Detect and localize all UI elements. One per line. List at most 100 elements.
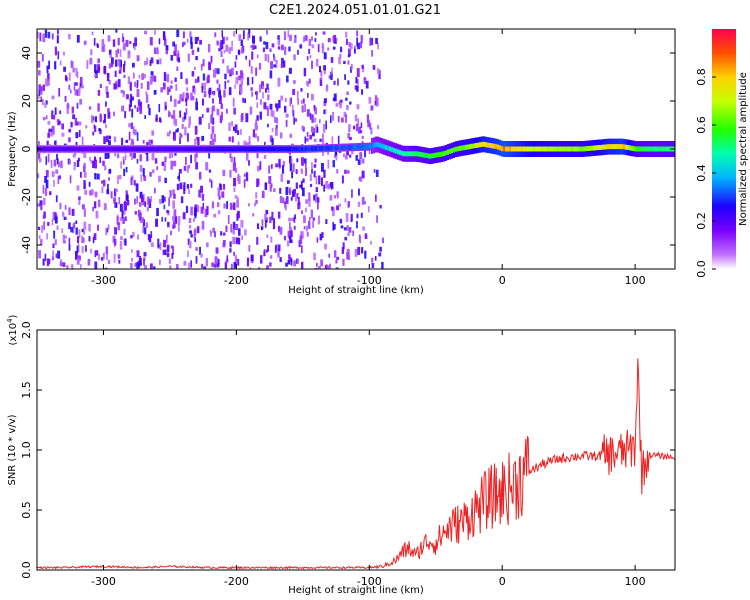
signal-core — [165, 146, 167, 152]
spectrogram-speckle — [269, 103, 273, 110]
spectrogram-speckle — [62, 211, 65, 217]
spectrogram-speckle — [314, 38, 317, 42]
spectrogram-speckle — [258, 63, 262, 70]
spectrogram-speckle — [78, 198, 81, 205]
spectrogram-speckle — [62, 234, 65, 243]
spectrogram-speckle — [213, 69, 216, 78]
spectrogram-speckle — [262, 92, 264, 99]
spectrogram-speckle — [136, 250, 140, 258]
spectrogram-speckle — [370, 241, 372, 245]
spectrogram-speckle — [101, 257, 104, 261]
spectrogram-speckle — [107, 152, 110, 158]
spectrogram-speckle — [357, 246, 361, 255]
spectrogram-speckle — [136, 196, 139, 204]
signal-core — [581, 146, 583, 152]
signal-core — [415, 151, 417, 157]
spectrogram-speckle — [95, 250, 99, 256]
spectrogram-speckle — [83, 150, 87, 158]
signal-core — [325, 145, 327, 151]
signal-core — [245, 146, 247, 152]
spectrogram-speckle — [317, 44, 320, 53]
spectrogram-speckle — [229, 248, 232, 253]
spectrogram-speckle — [113, 111, 115, 117]
spectrogram-speckle — [166, 86, 169, 95]
signal-core — [491, 143, 493, 149]
spectrogram-speckle — [158, 38, 161, 45]
spectrogram-speckle — [367, 119, 370, 128]
spectrogram-speckle — [277, 248, 280, 258]
signal-core — [429, 153, 431, 159]
spectrogram-speckle — [207, 74, 210, 83]
spectrogram-speckle — [247, 77, 250, 86]
spectrogram-speckle — [313, 252, 316, 261]
spectrogram-speckle — [134, 105, 136, 109]
signal-core — [119, 146, 121, 152]
signal-core — [105, 146, 107, 152]
spectrogram-speckle — [153, 266, 156, 269]
spectrogram-speckle — [108, 63, 112, 69]
spectrogram-speckle — [229, 241, 232, 248]
signal-core — [475, 143, 477, 148]
spectrogram-speckle — [195, 101, 198, 111]
spectrogram-speckle — [291, 217, 294, 222]
signal-core — [101, 146, 103, 152]
spectrogram-speckle — [196, 205, 200, 213]
spectrogram-speckle — [136, 89, 140, 98]
spectrogram-speckle — [217, 202, 220, 207]
signal-core — [229, 146, 231, 152]
spectrogram-speckle — [348, 124, 351, 132]
spectrogram-speckle — [288, 46, 291, 52]
signal-core — [301, 146, 303, 152]
spectrogram-speckle — [103, 136, 106, 144]
spectrogram-speckle — [108, 168, 112, 174]
spectrogram-speckle — [45, 115, 48, 119]
spectrogram-speckle — [144, 201, 147, 207]
spectrogram-speckle — [47, 132, 50, 138]
spectrogram-speckle — [166, 74, 170, 83]
signal-core — [343, 145, 345, 150]
spectrogram-x-tick-label: -300 — [91, 274, 116, 287]
signal-core — [87, 146, 89, 152]
spectrogram-speckle — [269, 70, 273, 79]
spectrogram-speckle — [136, 159, 139, 164]
spectrogram-speckle — [77, 236, 80, 244]
spectrogram-speckle — [176, 66, 179, 71]
spectrogram-speckle — [128, 131, 131, 141]
spectrogram-speckle — [305, 199, 309, 204]
snr-y-tick-label: 0.0 — [20, 561, 33, 579]
spectrogram-speckle — [257, 136, 259, 142]
signal-core — [223, 146, 225, 152]
spectrogram-speckle — [311, 93, 314, 101]
spectrogram-speckle — [351, 189, 353, 198]
signal-core — [175, 146, 177, 152]
spectrogram-speckle — [263, 154, 267, 159]
spectrogram-speckle — [288, 217, 291, 222]
signal-core — [251, 146, 253, 152]
spectrogram-speckle — [244, 229, 247, 236]
spectrogram-speckle — [81, 228, 84, 233]
spectrogram-speckle — [265, 106, 269, 110]
spectrogram-speckle — [339, 99, 343, 103]
spectrogram-speckle — [92, 207, 94, 212]
signal-core — [667, 146, 669, 152]
signal-core — [361, 144, 363, 150]
spectrogram-speckle — [185, 99, 188, 107]
spectrogram-speckle — [208, 169, 212, 173]
signal-core — [369, 144, 371, 150]
spectrogram-speckle — [223, 232, 226, 236]
signal-core — [585, 146, 587, 152]
spectrogram-speckle — [165, 105, 167, 109]
spectrogram-speckle — [133, 198, 137, 205]
spectrogram-speckle — [81, 235, 83, 243]
spectrogram-speckle — [230, 204, 233, 209]
colorbar-tick-label: 0.6 — [695, 116, 708, 134]
spectrogram-speckle — [106, 189, 110, 195]
spectrogram-speckle — [191, 71, 195, 77]
signal-core — [453, 147, 455, 153]
signal-core — [217, 146, 219, 152]
spectrogram-speckle — [121, 210, 124, 218]
spectrogram-speckle — [235, 167, 238, 173]
spectrogram-speckle — [104, 65, 106, 75]
spectrogram-speckle — [192, 85, 196, 93]
spectrogram-speckle — [94, 173, 97, 180]
